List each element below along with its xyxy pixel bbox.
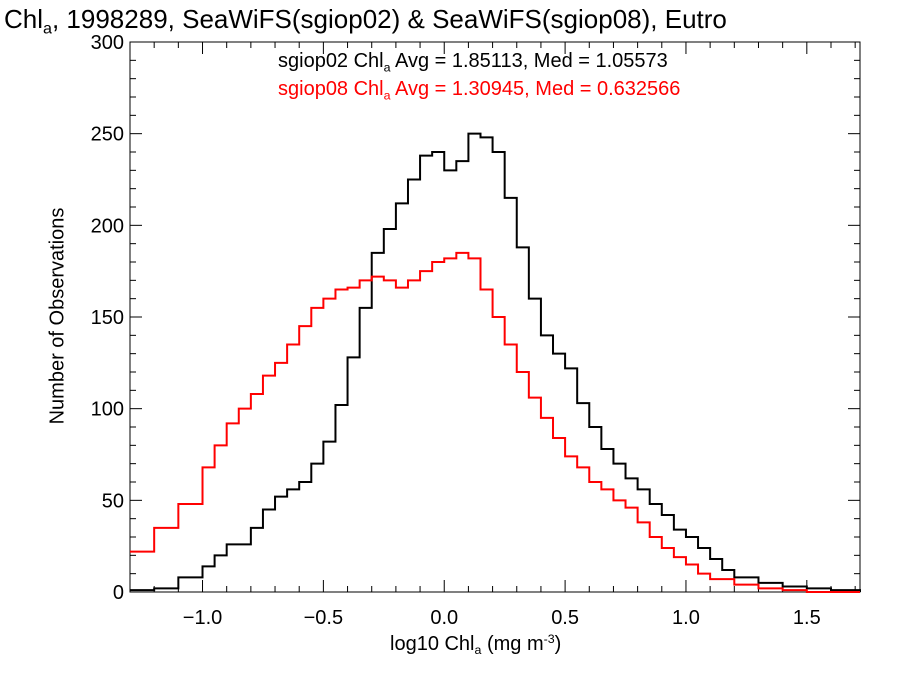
y-tick-label: 300 [91,32,124,54]
chart-title: Chla, 1998289, SeaWiFS(sgiop02) & SeaWiF… [4,4,727,38]
y-tick-label: 200 [91,215,124,237]
x-tick-label: −1.0 [183,607,222,629]
axis-ticks [129,41,860,593]
y-tick-label: 100 [91,399,124,421]
y-axis-label: Number of Observations [46,207,69,425]
x-tick-label: 1.5 [793,607,821,629]
series-line-sgiop02 [130,132,861,592]
tick-labels: −1.0 −0.5 0.0 0.5 1.0 1.5 0 50 100 150 200 250 300 [91,32,821,629]
x-tick-label: −0.5 [304,607,343,629]
data-series [130,132,861,593]
y-tick-label: 150 [91,307,124,329]
y-tick-label: 250 [91,124,124,146]
stats-line-sgiop02: sgiop02 Chla Avg = 1.85113, Med = 1.0557… [278,50,668,75]
stats-line-sgiop08: sgiop08 Chla Avg = 1.30945, Med = 0.6325… [278,78,681,103]
series-line-sgiop08 [130,251,860,593]
x-tick-label: 1.0 [672,607,700,629]
y-tick-label: 50 [102,490,124,512]
x-tick-label: 0.0 [430,607,458,629]
x-axis-label: log10 Chla (mg m-3) [390,632,562,658]
x-tick-label: 0.5 [551,607,579,629]
y-tick-label: 0 [113,582,124,604]
